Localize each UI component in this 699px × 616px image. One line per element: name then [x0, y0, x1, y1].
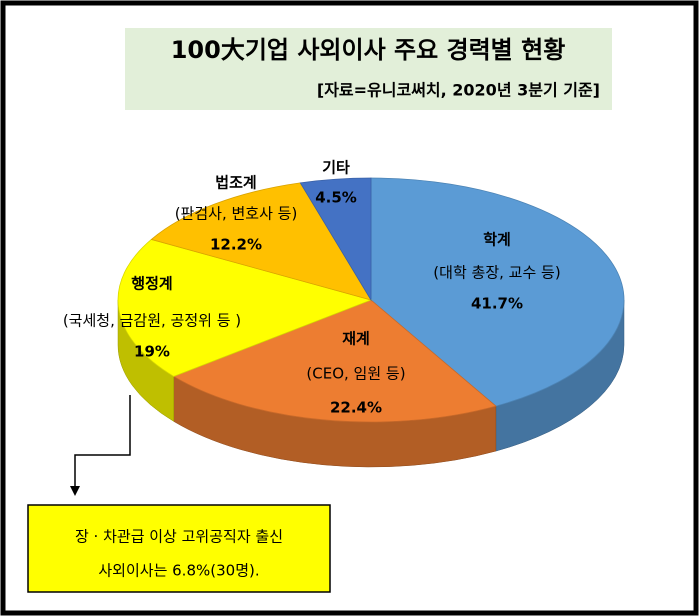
callout-line	[74, 395, 131, 488]
slice-label: 학계	[483, 231, 511, 249]
chart-subtitle: [자료=유니코써치, 2020년 3분기 기준]	[317, 81, 600, 100]
value-label: 22.4%	[330, 399, 382, 417]
callout-arrow	[70, 486, 80, 496]
value-label: 12.2%	[210, 236, 262, 254]
slice-label: 기타	[322, 159, 350, 177]
value-label: 19%	[134, 343, 170, 361]
slice-label: 재계	[342, 330, 370, 348]
slice-detail: (판검사, 변호사 등)	[175, 205, 298, 223]
value-label: 41.7%	[471, 295, 523, 313]
slice-detail: (대학 총장, 교수 등)	[433, 264, 560, 282]
title-box	[125, 28, 612, 110]
slice	[117, 239, 373, 377]
slice	[299, 177, 372, 302]
slice-label: 행정계	[131, 275, 172, 293]
slice	[172, 299, 497, 423]
callout-text: 장 · 차관급 이상 고위공직자 출신	[75, 528, 283, 546]
value-label: 4.5%	[315, 189, 357, 207]
chart-title: 100大기업 사외이사 주요 경력별 현황	[171, 36, 566, 64]
slice-detail: (CEO, 임원 등)	[306, 365, 405, 383]
slice	[370, 177, 625, 407]
callout-box	[27, 504, 331, 593]
slice-detail: (국세청, 금감원, 공정위 등 )	[63, 312, 241, 330]
slice	[150, 182, 372, 301]
pie	[117, 177, 625, 468]
slice-label: 법조계	[215, 174, 256, 192]
callout-text: 사외이사는 6.8%(30명).	[98, 562, 259, 580]
labels: 학계 (대학 총장, 교수 등) 41.7% 재계 (CEO, 임원 등) 22.4% 행정…	[63, 159, 561, 417]
